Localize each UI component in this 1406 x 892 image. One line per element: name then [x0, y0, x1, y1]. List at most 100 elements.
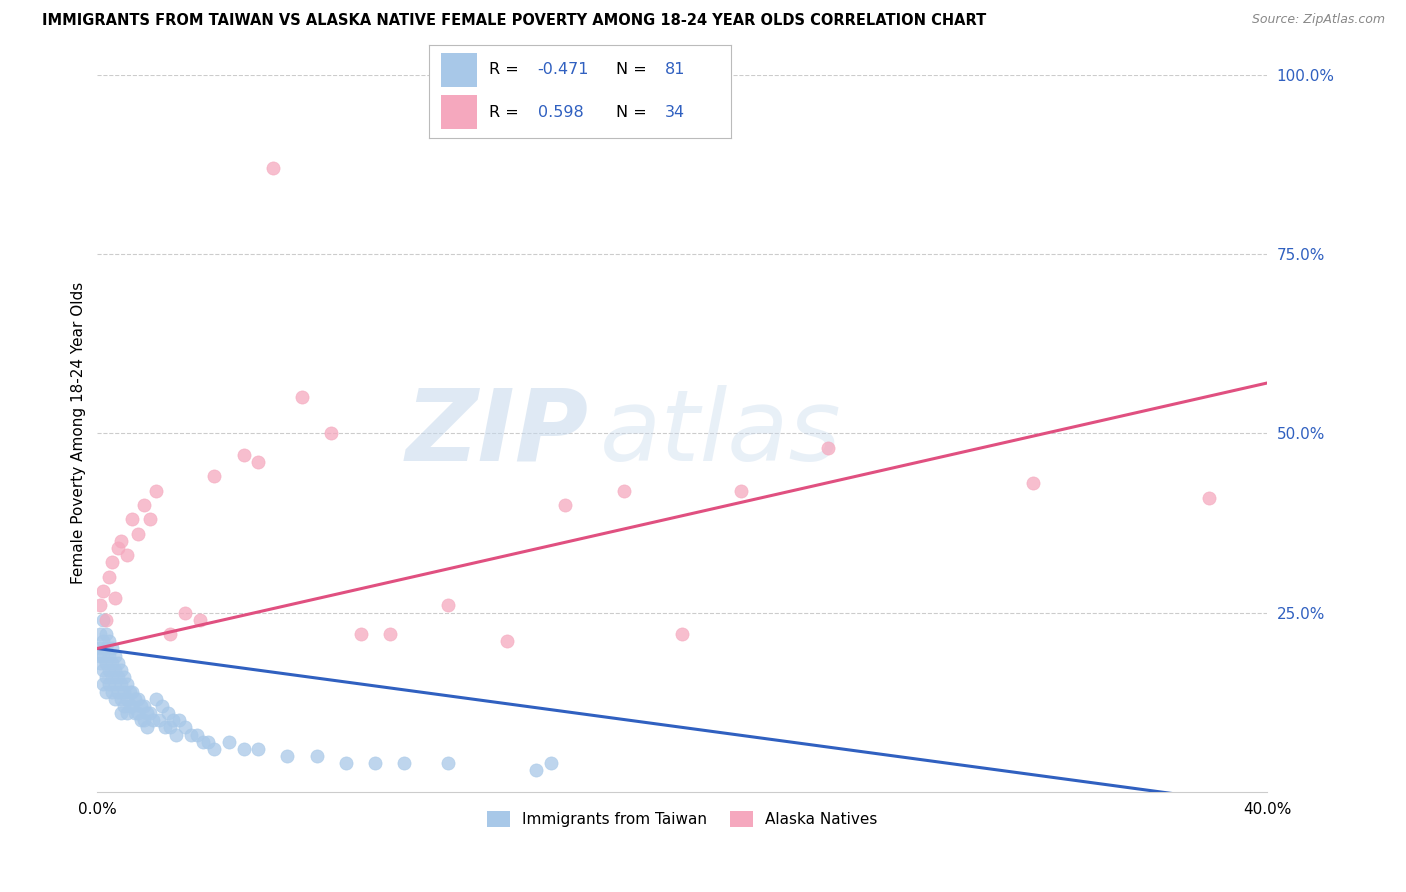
Point	[127, 706, 149, 720]
Point	[159, 720, 181, 734]
Point	[142, 713, 165, 727]
Text: 0.598: 0.598	[537, 104, 583, 120]
Point	[145, 483, 167, 498]
Point	[115, 706, 138, 720]
Text: IMMIGRANTS FROM TAIWAN VS ALASKA NATIVE FEMALE POVERTY AMONG 18-24 YEAR OLDS COR: IMMIGRANTS FROM TAIWAN VS ALASKA NATIVE …	[42, 13, 987, 29]
Point	[136, 706, 159, 720]
Point	[671, 627, 693, 641]
Point	[107, 541, 129, 555]
Point	[150, 698, 173, 713]
Point	[540, 756, 562, 771]
Point	[153, 720, 176, 734]
Point	[159, 627, 181, 641]
Text: R =: R =	[489, 104, 524, 120]
Point	[188, 613, 211, 627]
Point	[127, 691, 149, 706]
Point	[98, 648, 121, 663]
Text: R =: R =	[489, 62, 524, 78]
Point	[98, 570, 121, 584]
Text: ZIP: ZIP	[405, 384, 589, 482]
Point	[89, 656, 111, 670]
Point	[1198, 491, 1220, 505]
Point	[129, 713, 152, 727]
Point	[191, 735, 214, 749]
Point	[91, 648, 114, 663]
Point	[121, 698, 143, 713]
Point	[139, 706, 162, 720]
Point	[89, 627, 111, 641]
Point	[101, 641, 124, 656]
Point	[89, 599, 111, 613]
Bar	[441, 95, 477, 129]
Point	[1022, 476, 1045, 491]
Point	[107, 656, 129, 670]
Point	[115, 677, 138, 691]
Point	[121, 684, 143, 698]
Point	[110, 533, 132, 548]
Point	[91, 663, 114, 677]
Point	[139, 512, 162, 526]
Point	[118, 684, 141, 698]
Y-axis label: Female Poverty Among 18-24 Year Olds: Female Poverty Among 18-24 Year Olds	[72, 282, 86, 584]
Point	[165, 728, 187, 742]
Point	[364, 756, 387, 771]
Legend: Immigrants from Taiwan, Alaska Natives: Immigrants from Taiwan, Alaska Natives	[479, 804, 886, 835]
Text: N =: N =	[616, 62, 652, 78]
Point	[232, 448, 254, 462]
Point	[437, 599, 460, 613]
Point	[110, 663, 132, 677]
Point	[276, 749, 298, 764]
Point	[817, 441, 839, 455]
Point	[394, 756, 416, 771]
Point	[118, 698, 141, 713]
Point	[437, 756, 460, 771]
Point	[180, 728, 202, 742]
Point	[107, 684, 129, 698]
Point	[378, 627, 401, 641]
Point	[104, 691, 127, 706]
Point	[104, 648, 127, 663]
Point	[107, 670, 129, 684]
Point	[145, 691, 167, 706]
Point	[247, 455, 270, 469]
Point	[202, 742, 225, 756]
Point	[262, 161, 284, 175]
Point	[110, 706, 132, 720]
Point	[91, 677, 114, 691]
Point	[202, 469, 225, 483]
Point	[104, 677, 127, 691]
Point	[127, 526, 149, 541]
Point	[112, 670, 135, 684]
Point	[94, 613, 117, 627]
Point	[101, 656, 124, 670]
Point	[112, 698, 135, 713]
Point	[197, 735, 219, 749]
Text: 81: 81	[665, 62, 685, 78]
Point	[186, 728, 208, 742]
Point	[98, 677, 121, 691]
Point	[730, 483, 752, 498]
Point	[247, 742, 270, 756]
Point	[89, 648, 111, 663]
Point	[110, 691, 132, 706]
Point	[554, 498, 576, 512]
Point	[134, 698, 156, 713]
Text: atlas: atlas	[600, 384, 842, 482]
Point	[94, 670, 117, 684]
Point	[148, 713, 170, 727]
Point	[156, 706, 179, 720]
Point	[104, 591, 127, 606]
Point	[136, 720, 159, 734]
Point	[112, 684, 135, 698]
Point	[305, 749, 328, 764]
Text: Source: ZipAtlas.com: Source: ZipAtlas.com	[1251, 13, 1385, 27]
Point	[291, 390, 314, 404]
Point	[162, 713, 184, 727]
Point	[104, 663, 127, 677]
Text: 34: 34	[665, 104, 685, 120]
Point	[101, 670, 124, 684]
Point	[91, 634, 114, 648]
Point	[174, 606, 197, 620]
Point	[94, 684, 117, 698]
Point	[134, 498, 156, 512]
